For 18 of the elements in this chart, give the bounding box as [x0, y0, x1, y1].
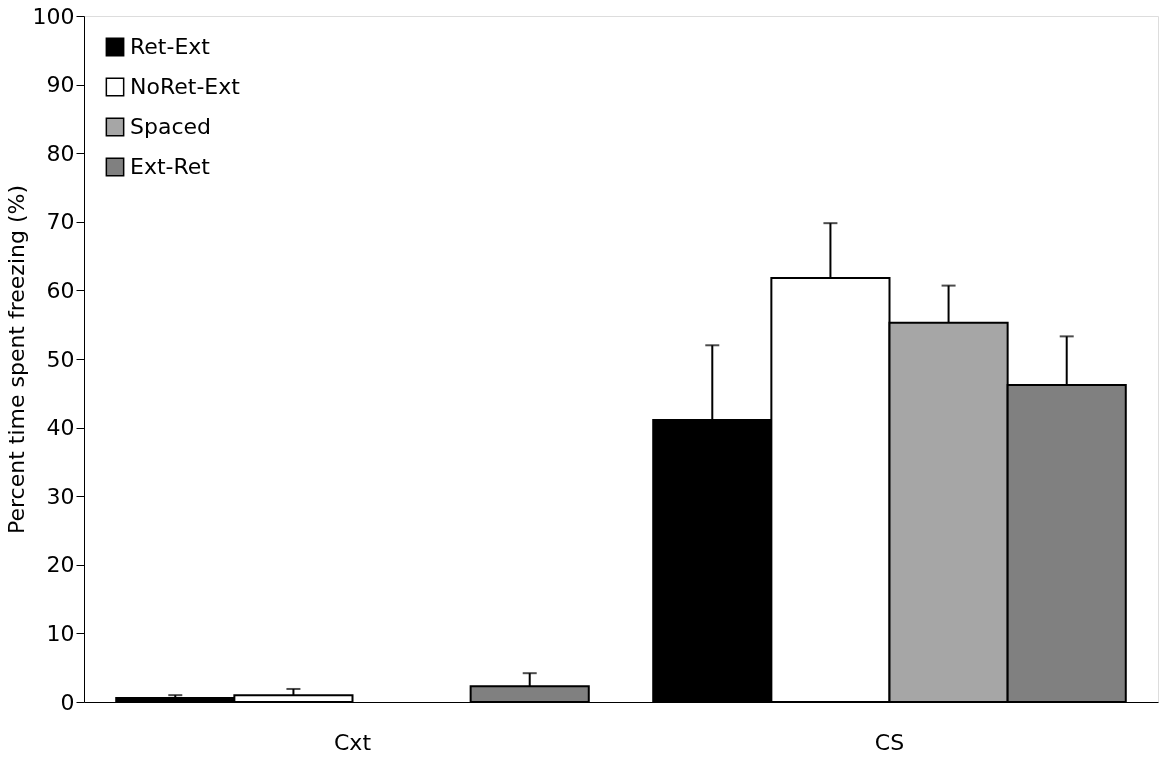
y-tick-label: 20	[46, 552, 75, 578]
y-tick-label: 60	[46, 277, 75, 303]
y-axis-title: Percent time spent freezing (%)	[3, 184, 29, 535]
legend-label: Spaced	[130, 114, 212, 139]
legend-label: NoRet-Ext	[130, 74, 241, 99]
y-tick-label: 50	[46, 346, 75, 372]
y-tick-label: 90	[46, 72, 75, 98]
y-tick-label: 100	[32, 3, 75, 29]
y-tick-label: 0	[60, 689, 75, 715]
legend-label: Ret-Ext	[130, 34, 211, 59]
x-tick-label: CS	[874, 729, 905, 755]
y-tick-label: 70	[46, 209, 75, 235]
y-tick-label: 30	[46, 483, 75, 509]
y-tick-label: 10	[46, 620, 75, 646]
y-tick-label: 40	[46, 415, 75, 441]
x-tick-label: Cxt	[333, 729, 372, 755]
y-tick-label: 80	[46, 140, 75, 166]
legend-label: Ext-Ret	[130, 154, 211, 179]
